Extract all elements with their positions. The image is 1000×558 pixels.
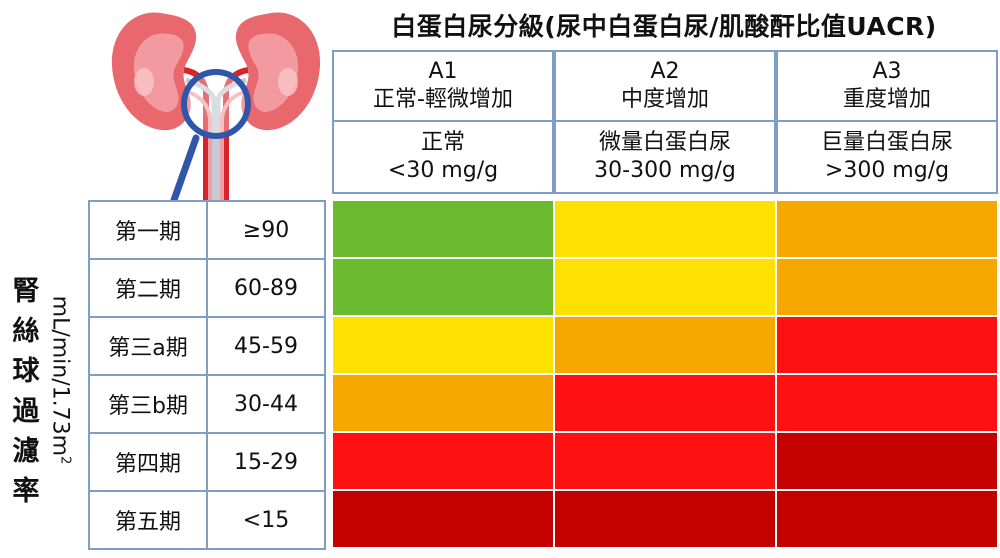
stage-name: 第三b期 (88, 374, 208, 434)
chart-title: 白蛋白尿分級(尿中白蛋白尿/肌酸酐比值UACR) (391, 12, 937, 41)
magnifier-icon (170, 69, 251, 200)
albuminuria-category-a3: A3 重度增加 (776, 50, 998, 122)
albuminuria-code: A2 (650, 59, 680, 84)
albuminuria-category-label: 中度增加 (620, 87, 709, 112)
risk-cell (554, 258, 776, 316)
risk-cell (554, 490, 776, 548)
albuminuria-category-a1: A1 正常-輕微增加 (332, 50, 554, 122)
albuminuria-range-a3: 巨量白蛋白尿 >300 mg/g (776, 120, 998, 194)
kidney-illustration (111, 12, 321, 200)
stage-name: 第四期 (88, 432, 208, 492)
albuminuria-category-label: 正常-輕微增加 (373, 87, 513, 112)
gfr-label-char: 絲 (12, 316, 40, 347)
risk-cell (554, 200, 776, 258)
right-kidney-icon (235, 12, 321, 131)
stage-gfr-range: <15 (206, 490, 326, 550)
gfr-label-char: 濾 (12, 436, 40, 467)
albuminuria-code: A3 (872, 59, 902, 84)
stage-gfr-range: 45-59 (206, 316, 326, 376)
risk-cell (776, 432, 998, 490)
risk-cell (776, 374, 998, 432)
gfr-label: 腎絲球過濾率 (6, 272, 46, 512)
stage-name: 第一期 (88, 200, 208, 260)
albuminuria-desc: 正常 (420, 130, 465, 155)
albuminuria-range-a1: 正常 <30 mg/g (332, 120, 554, 194)
risk-cell (554, 432, 776, 490)
gfr-label-char: 腎 (12, 276, 40, 307)
albuminuria-range-a2: 微量白蛋白尿 30-300 mg/g (554, 120, 776, 194)
gfr-label-char: 率 (12, 476, 40, 507)
albuminuria-desc: 微量白蛋白尿 (598, 130, 731, 155)
gfr-label-char: 球 (12, 356, 40, 387)
stage-name: 第二期 (88, 258, 208, 318)
albuminuria-category-label: 重度增加 (842, 87, 931, 112)
stage-name: 第三a期 (88, 316, 208, 376)
albuminuria-range: <30 mg/g (387, 158, 499, 183)
risk-cell (332, 316, 554, 374)
gfr-unit: mL/min/1.73m2 (47, 295, 73, 465)
risk-cell (332, 200, 554, 258)
albuminuria-range: >300 mg/g (824, 158, 950, 183)
risk-cell (776, 200, 998, 258)
risk-cell (776, 490, 998, 548)
risk-cell (554, 374, 776, 432)
risk-cell (776, 258, 998, 316)
albuminuria-code: A1 (428, 59, 458, 84)
risk-cell (554, 316, 776, 374)
stage-gfr-range: 15-29 (206, 432, 326, 492)
stage-name: 第五期 (88, 490, 208, 550)
risk-cell (332, 432, 554, 490)
risk-cell (332, 490, 554, 548)
risk-cell (332, 374, 554, 432)
risk-cell (776, 316, 998, 374)
risk-cell (332, 258, 554, 316)
albuminuria-desc: 巨量白蛋白尿 (820, 130, 953, 155)
stage-gfr-range: ≥90 (206, 200, 326, 260)
gfr-label-char: 過 (12, 396, 40, 427)
stage-gfr-range: 30-44 (206, 374, 326, 434)
stage-gfr-range: 60-89 (206, 258, 326, 318)
albuminuria-category-a2: A2 中度增加 (554, 50, 776, 122)
left-kidney-icon (111, 12, 197, 131)
albuminuria-range: 30-300 mg/g (594, 158, 736, 183)
